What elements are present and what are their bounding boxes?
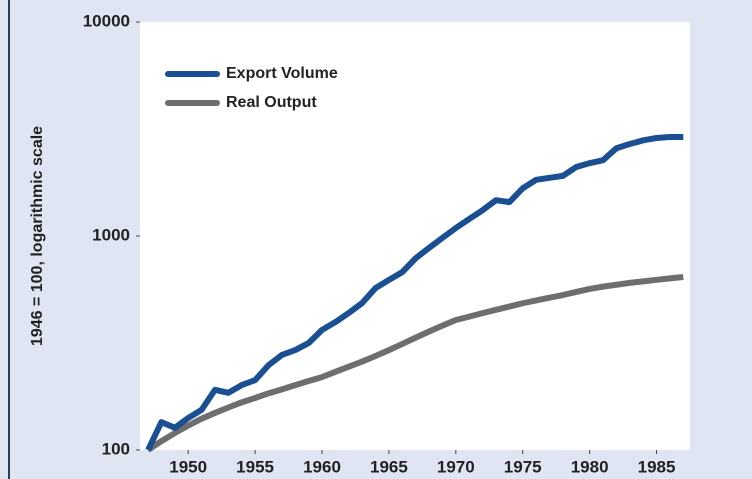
x-tick-label: 1980: [571, 457, 609, 476]
x-tick-label: 1975: [504, 457, 542, 476]
legend-label: Real Output: [226, 94, 317, 111]
x-tick-label: 1965: [370, 457, 408, 476]
y-tick-label: 1000: [92, 225, 130, 244]
x-tick-label: 1950: [169, 457, 207, 476]
plot-area: [140, 22, 690, 450]
series-line: [145, 134, 684, 452]
x-tick-label: 1955: [236, 457, 274, 476]
x-tick-label: 1960: [303, 457, 341, 476]
y-tick-label: 100: [102, 439, 130, 458]
legend-label: Export Volume: [226, 65, 338, 82]
x-tick-label: 1985: [638, 457, 676, 476]
y-axis-label: 1946 = 100, logarithmic scale: [29, 126, 46, 346]
series-line: [146, 274, 684, 453]
y-tick-label: 10000: [83, 11, 130, 30]
x-tick-label: 1970: [437, 457, 475, 476]
